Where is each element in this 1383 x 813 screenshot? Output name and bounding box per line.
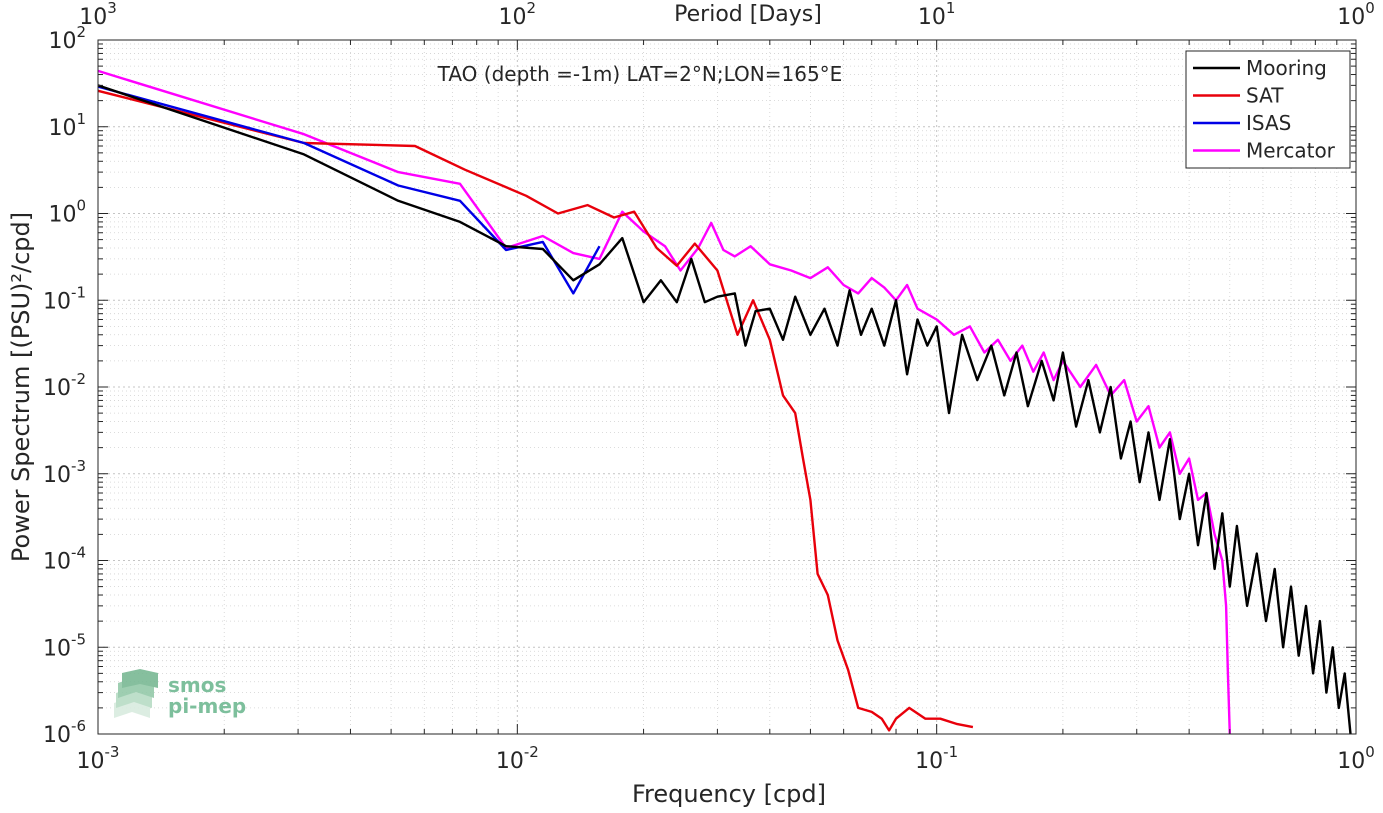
- top-tick-labels: 103 102 101 100: [79, 0, 1375, 30]
- top-tick-label: 102: [499, 0, 537, 30]
- series-line-mooring: [97, 84, 1352, 735]
- series-layer: [97, 69, 1352, 735]
- x-tick-labels: 10-3 10-2 10-1 100: [77, 743, 1375, 774]
- x-tick-label: 10-1: [915, 743, 958, 774]
- watermark-logo-icon: [114, 669, 158, 718]
- y-tick-labels: 102 101 100 10-1 10-2 10-3 10-4 10-5 10-6: [43, 23, 86, 748]
- top-tick-label: 100: [1337, 0, 1375, 30]
- y-tick-label: 10-2: [43, 370, 86, 401]
- y-tick-label: 10-6: [43, 717, 86, 748]
- legend-label-mercator: Mercator: [1246, 139, 1336, 163]
- legend-label-mooring: Mooring: [1246, 56, 1327, 80]
- y-tick-label: 102: [48, 23, 86, 54]
- x-tick-label: 100: [1337, 743, 1375, 774]
- y-axis-label: Power Spectrum [(PSU)²/cpd]: [7, 212, 35, 562]
- smos-pi-mep-watermark: smos pi-mep: [114, 669, 246, 718]
- y-tick-label: 100: [48, 197, 86, 228]
- legend-label-sat: SAT: [1246, 84, 1284, 108]
- y-tick-label: 10-5: [43, 630, 86, 661]
- watermark-text-pi-mep: pi-mep: [168, 694, 246, 718]
- y-tick-label: 10-4: [43, 544, 86, 575]
- y-tick-label: 10-3: [43, 457, 86, 488]
- series-line-sat: [97, 89, 974, 732]
- top-tick-label: 101: [918, 0, 956, 30]
- x-tick-label: 10-2: [496, 743, 539, 774]
- legend-box: [1185, 50, 1351, 169]
- x-tick-label: 10-3: [77, 743, 120, 774]
- x-axis-label: Frequency [cpd]: [632, 780, 826, 808]
- legend-label-isas: ISAS: [1246, 111, 1291, 135]
- y-tick-label: 10-1: [43, 283, 86, 314]
- watermark-text-smos: smos: [168, 673, 226, 697]
- top-axis-label: Period [Days]: [674, 2, 822, 27]
- minor-grid: [98, 40, 1356, 734]
- tick-marks: [97, 39, 1357, 735]
- legend: Mooring SAT ISAS Mercator: [1185, 50, 1351, 169]
- y-tick-label: 101: [48, 110, 86, 141]
- top-tick-label: 103: [79, 0, 117, 30]
- series-line-isas: [97, 85, 601, 295]
- chart-title: TAO (depth =-1m) LAT=2°N;LON=165°E: [437, 62, 843, 86]
